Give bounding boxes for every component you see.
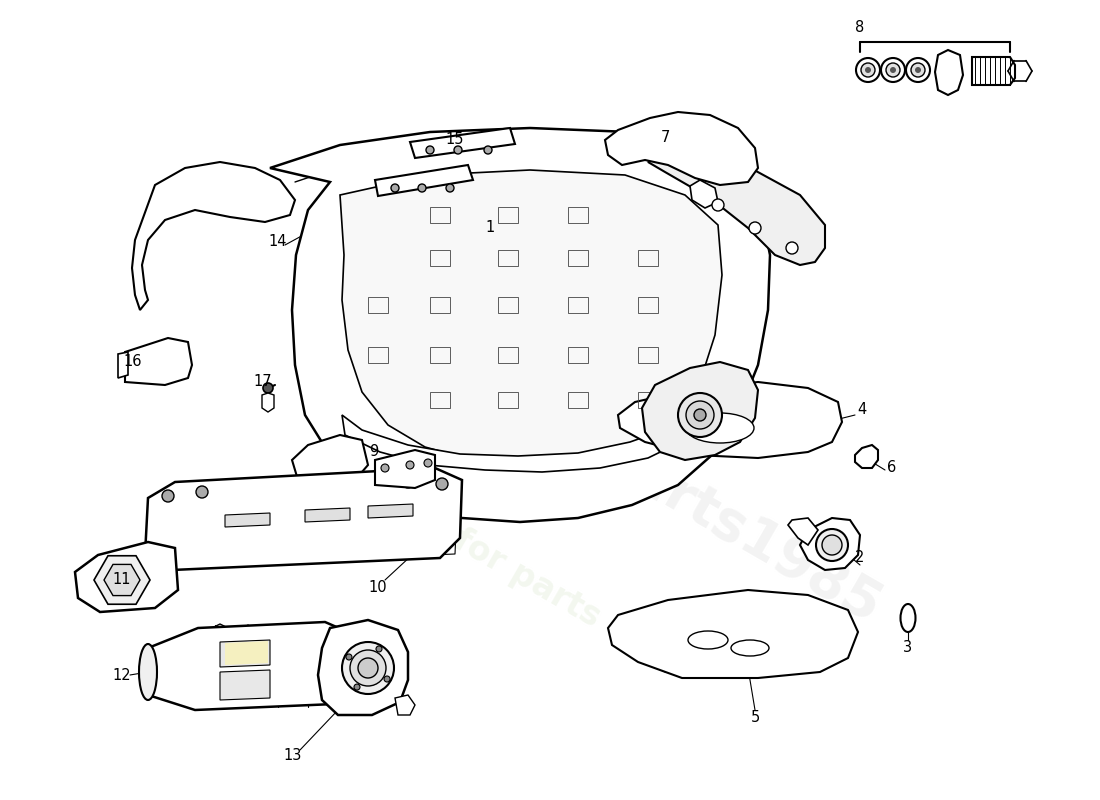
Circle shape [861, 63, 875, 77]
Circle shape [786, 242, 798, 254]
Circle shape [402, 476, 414, 488]
Circle shape [911, 63, 925, 77]
Circle shape [342, 642, 394, 694]
Circle shape [345, 654, 352, 660]
Polygon shape [262, 393, 274, 412]
Circle shape [915, 67, 921, 73]
Ellipse shape [688, 631, 728, 649]
Polygon shape [148, 622, 358, 710]
Text: 12: 12 [112, 667, 131, 682]
Circle shape [890, 67, 896, 73]
Circle shape [354, 684, 360, 690]
Circle shape [426, 146, 434, 154]
Circle shape [906, 58, 930, 82]
Circle shape [263, 383, 273, 393]
Text: 3: 3 [903, 641, 913, 655]
Text: 17: 17 [254, 374, 273, 390]
Circle shape [816, 529, 848, 561]
Polygon shape [305, 508, 350, 522]
Polygon shape [270, 128, 770, 522]
Polygon shape [972, 57, 1015, 85]
Polygon shape [368, 504, 412, 518]
Polygon shape [855, 445, 878, 468]
Polygon shape [618, 382, 842, 458]
Text: 8: 8 [856, 21, 865, 35]
Circle shape [881, 58, 905, 82]
Circle shape [856, 58, 880, 82]
Circle shape [384, 676, 390, 682]
Polygon shape [292, 435, 368, 488]
Circle shape [712, 199, 724, 211]
Circle shape [454, 146, 462, 154]
Text: 6: 6 [888, 461, 896, 475]
Circle shape [162, 490, 174, 502]
Polygon shape [605, 112, 758, 185]
Text: 1: 1 [485, 221, 495, 235]
Circle shape [484, 146, 492, 154]
Polygon shape [94, 556, 150, 604]
Polygon shape [935, 50, 962, 95]
Polygon shape [220, 670, 270, 700]
Circle shape [865, 67, 871, 73]
Circle shape [686, 401, 714, 429]
Polygon shape [342, 408, 700, 472]
Text: 7: 7 [660, 130, 670, 146]
Polygon shape [145, 468, 462, 570]
Polygon shape [75, 542, 178, 612]
Text: 9: 9 [370, 445, 378, 459]
Polygon shape [690, 180, 718, 208]
Polygon shape [375, 450, 434, 488]
Polygon shape [410, 128, 515, 158]
Text: 14: 14 [268, 234, 287, 250]
Text: 2: 2 [856, 550, 865, 566]
Circle shape [358, 658, 378, 678]
Circle shape [436, 478, 448, 490]
Circle shape [376, 646, 382, 652]
Polygon shape [125, 338, 192, 385]
Polygon shape [642, 362, 758, 460]
Polygon shape [608, 590, 858, 678]
Text: 11: 11 [112, 573, 131, 587]
Polygon shape [800, 518, 860, 570]
Polygon shape [226, 641, 268, 665]
Polygon shape [118, 352, 128, 378]
Polygon shape [104, 565, 140, 595]
Text: 15: 15 [446, 133, 464, 147]
Circle shape [350, 650, 386, 686]
Polygon shape [788, 518, 818, 545]
Ellipse shape [139, 644, 157, 700]
Circle shape [886, 63, 900, 77]
Polygon shape [648, 148, 825, 265]
Polygon shape [132, 162, 295, 310]
Circle shape [196, 486, 208, 498]
Polygon shape [318, 620, 408, 715]
Circle shape [418, 184, 426, 192]
Polygon shape [375, 165, 473, 196]
Text: 16: 16 [123, 354, 142, 370]
Ellipse shape [732, 640, 769, 656]
Circle shape [446, 184, 454, 192]
Text: 4: 4 [857, 402, 867, 418]
Circle shape [406, 461, 414, 469]
Circle shape [390, 184, 399, 192]
Circle shape [381, 464, 389, 472]
Polygon shape [340, 170, 722, 463]
Text: 10: 10 [368, 579, 387, 594]
Ellipse shape [686, 413, 754, 443]
Circle shape [678, 393, 722, 437]
Text: classicparts1985: classicparts1985 [409, 325, 891, 635]
Polygon shape [395, 695, 415, 715]
Text: 13: 13 [284, 749, 302, 763]
Polygon shape [226, 513, 270, 527]
Circle shape [694, 409, 706, 421]
Ellipse shape [901, 604, 915, 632]
Circle shape [424, 459, 432, 467]
Circle shape [749, 222, 761, 234]
Polygon shape [220, 640, 270, 667]
Text: 5: 5 [750, 710, 760, 726]
Circle shape [822, 535, 842, 555]
Text: passion for parts: passion for parts [314, 446, 607, 634]
